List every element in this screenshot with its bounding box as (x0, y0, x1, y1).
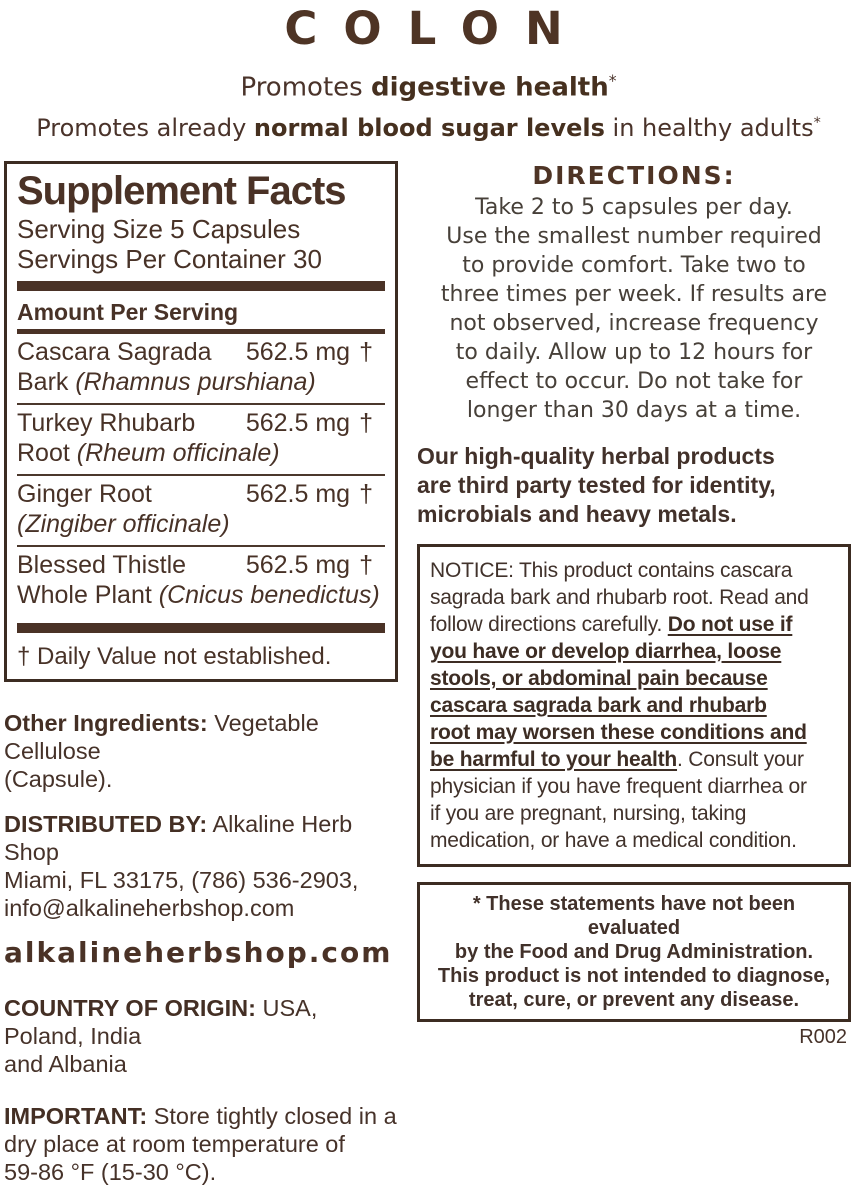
ingredient-amount: 562.5 mg † (245, 408, 373, 437)
ingredient-part: Whole Plant (17, 580, 159, 609)
daily-value-footnote: † Daily Value not established. (17, 642, 332, 670)
amount-per-serving-header: Amount Per Serving (17, 298, 239, 325)
servings-per-container: Servings Per Container 30 (17, 243, 322, 274)
ingredient-part: Bark (17, 367, 76, 396)
tagline1-bold: digestive health (370, 72, 609, 103)
website-url: alkalineherbshop.com (4, 935, 393, 969)
ingredient-row-rhubarb: Turkey Rhubarb 562.5 mg † Root (Rheum off… (17, 402, 385, 474)
left-column: Supplement Facts Serving Size 5 Capsules… (4, 160, 398, 1186)
ingredient-name: Turkey Rhubarb (17, 408, 196, 437)
notice-text-start: NOTICE: This product contains cascara sa… (430, 558, 809, 636)
divider-thick-bottom (17, 622, 385, 633)
storage-instructions: IMPORTANT: Store tightly closed in a dry… (4, 1102, 398, 1186)
divider-thick-top (17, 280, 385, 291)
ingredient-row-blessed-thistle: Blessed Thistle 562.5 mg † Whole Plant (C… (17, 544, 385, 616)
ingredient-amount: 562.5 mg † (245, 479, 373, 508)
other-ingredients-label: Other Ingredients: (4, 709, 208, 736)
ingredient-latin-name: (Zingiber officinale) (17, 509, 230, 538)
tagline2-bold: normal blood sugar levels (253, 113, 605, 142)
tagline1-pre: Promotes (240, 72, 371, 103)
distributed-by-label: DISTRIBUTED BY: (4, 810, 208, 837)
other-ingredients: Other Ingredients: Vegetable Cellulose (… (4, 709, 398, 793)
supplement-facts-title: Supplement Facts (17, 168, 347, 213)
tagline-blood-sugar: Promotes already normal blood sugar leve… (0, 108, 857, 144)
daily-value-dagger: † (359, 408, 373, 437)
ingredient-amount: 562.5 mg † (245, 550, 373, 579)
daily-value-dagger: † (359, 337, 373, 366)
right-column: DIRECTIONS: Take 2 to 5 capsules per day… (417, 161, 851, 1049)
tagline-digestive: Promotes digestive health* (0, 65, 857, 104)
tagline2-post: in healthy adults (604, 113, 814, 142)
other-ingredients-text: Vegetable Cellulose (Capsule). (4, 709, 319, 792)
tagline2-asterisk: * (813, 114, 821, 131)
product-title: COLON (284, 2, 589, 55)
ingredient-part: Root (17, 438, 77, 467)
revision-code: R002 (799, 1025, 847, 1048)
important-label: IMPORTANT: (4, 1102, 148, 1129)
fda-disclaimer-box: * These statements have not been evaluat… (417, 881, 851, 1022)
directions-text: Take 2 to 5 capsules per day. Use the sm… (440, 194, 828, 423)
quality-statement: Our high-quality herbal products are thi… (417, 442, 776, 527)
country-of-origin-label: COUNTRY OF ORIGIN: (4, 994, 256, 1021)
notice-box: NOTICE: This product contains cascara sa… (417, 543, 851, 867)
ingredient-name: Cascara Sagrada (17, 337, 212, 366)
supplement-facts-panel: Supplement Facts Serving Size 5 Capsules… (4, 160, 398, 682)
ingredient-latin-name: (Cnicus benedictus) (158, 580, 380, 609)
ingredient-latin-name: (Rheum officinale) (76, 438, 280, 467)
serving-size: Serving Size 5 Capsules (17, 213, 301, 244)
ingredient-amount: 562.5 mg † (245, 337, 373, 366)
directions-heading: DIRECTIONS: (532, 160, 736, 190)
tagline1-asterisk: * (608, 72, 617, 90)
divider-medium (17, 328, 385, 334)
ingredient-name: Ginger Root (17, 479, 152, 508)
notice-text-end: . Consult your physician if you have fre… (430, 747, 807, 852)
daily-value-dagger: † (359, 479, 373, 508)
notice-warning-underlined: Do not use if you have or develop diarrh… (430, 612, 807, 771)
ingredient-row-cascara: Cascara Sagrada 562.5 mg † Bark (Rhamnus … (17, 334, 385, 403)
ingredient-name: Blessed Thistle (17, 550, 187, 579)
ingredient-latin-name: (Rhamnus purshiana) (75, 367, 316, 396)
distributed-by: DISTRIBUTED BY: Alkaline Herb Shop Miami… (4, 810, 398, 922)
country-of-origin: COUNTRY OF ORIGIN: USA, Poland, India an… (4, 994, 398, 1078)
distributed-by-text: Alkaline Herb Shop Miami, FL 33175, (786… (4, 810, 359, 921)
daily-value-dagger: † (359, 550, 373, 579)
tagline2-pre: Promotes already (36, 113, 254, 142)
ingredient-row-ginger: Ginger Root 562.5 mg † (Zingiber officina… (17, 473, 385, 545)
